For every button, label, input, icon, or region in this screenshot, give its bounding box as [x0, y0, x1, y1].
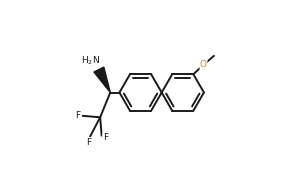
- Polygon shape: [94, 67, 110, 92]
- Text: F: F: [86, 138, 91, 147]
- Text: F: F: [76, 111, 81, 120]
- Text: O: O: [200, 60, 207, 69]
- Text: F: F: [103, 133, 108, 142]
- Text: H$_2$N: H$_2$N: [81, 54, 99, 67]
